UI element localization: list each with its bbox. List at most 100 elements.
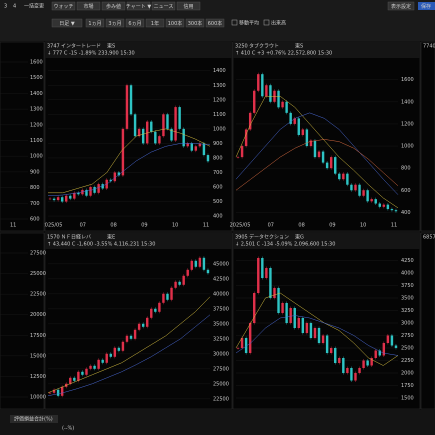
y-tick-label: 2500 [401, 346, 414, 352]
tool-button[interactable] [151, 1, 176, 11]
candle [146, 121, 149, 144]
stock-code: 3905 [235, 235, 248, 241]
candle [309, 323, 313, 338]
y-tick-label: 1000 [30, 154, 43, 160]
candle [374, 199, 377, 204]
x-tick-label: 08 [298, 223, 304, 229]
candle [297, 318, 300, 328]
candle [285, 303, 288, 323]
candle [289, 112, 292, 124]
range-button[interactable] [185, 18, 205, 28]
candle [342, 173, 345, 180]
y-tick-label: 17500 [30, 333, 46, 339]
range-button[interactable] [105, 18, 125, 28]
candle [358, 368, 361, 373]
candle [350, 368, 353, 381]
save-button[interactable] [418, 2, 435, 10]
range-button-label: 100本 [168, 20, 183, 27]
market: 東E [107, 234, 115, 241]
candle [317, 328, 321, 343]
tab[interactable]: 3 [4, 4, 7, 10]
y-tick-label: 3250 [401, 308, 414, 314]
candle [137, 128, 141, 137]
y-tick-label: 27500 [213, 366, 229, 372]
candle [202, 257, 206, 270]
candle [240, 146, 244, 158]
x-tick-label: 2025/05 [230, 223, 251, 229]
candle [121, 128, 125, 176]
candle [93, 187, 96, 193]
candle [317, 151, 321, 158]
range-button[interactable] [145, 18, 165, 28]
y-tick-label: 500 [213, 199, 223, 205]
check-label: 移動平均 [239, 20, 259, 27]
y-tick-label: 42500 [213, 276, 229, 282]
candle [394, 210, 398, 212]
tool-button[interactable] [126, 1, 151, 11]
candle [125, 335, 129, 342]
y-tick-label: 900 [30, 169, 40, 175]
y-tick-label: 1600 [30, 60, 43, 66]
candle [362, 190, 365, 196]
checkbox[interactable] [231, 19, 238, 26]
footer-tab[interactable] [10, 415, 58, 423]
candle [56, 197, 60, 201]
candle [137, 323, 141, 330]
y-tick-label: 2750 [401, 333, 414, 339]
range-button[interactable] [85, 18, 105, 28]
checkbox[interactable] [263, 19, 270, 26]
candle [265, 85, 268, 97]
y-tick-label: 600 [401, 188, 411, 194]
candle [378, 203, 381, 207]
candle [281, 303, 284, 313]
candle [390, 335, 394, 346]
chart-panel [232, 41, 421, 232]
y-tick-label: 1750 [401, 383, 414, 389]
range-button[interactable] [125, 18, 145, 28]
tab[interactable]: 4 [13, 4, 16, 10]
tool-button[interactable] [76, 1, 101, 11]
y-tick-label: 12500 [30, 374, 46, 380]
period-select[interactable] [51, 18, 83, 28]
y-tick-label: 1300 [213, 83, 226, 89]
panel-header [233, 233, 420, 249]
candle [285, 101, 288, 113]
tool-button-label: 歩み値 [106, 3, 121, 10]
y-tick-label: 27500 [30, 251, 46, 257]
y-tick-label: 15000 [30, 353, 46, 359]
tool-button-label: ニュース [154, 4, 174, 10]
x-tick-label: 2025/05 [42, 223, 63, 229]
footer [0, 410, 435, 435]
y-tick-label: 25000 [30, 271, 46, 277]
candle [133, 329, 137, 339]
settings-button[interactable] [387, 1, 415, 11]
stock-code: 3250 [235, 44, 248, 50]
tool-button[interactable] [101, 1, 126, 11]
candle [117, 172, 121, 176]
candle [370, 199, 373, 202]
candle [89, 187, 92, 196]
candle [174, 281, 177, 288]
range-button[interactable] [205, 18, 225, 28]
y-tick-label: 45000 [213, 261, 229, 267]
candle [305, 323, 309, 333]
candle [382, 204, 386, 207]
bulk-change[interactable]: 一括変更 [24, 3, 44, 10]
candle [338, 173, 341, 180]
range-button[interactable] [165, 18, 185, 28]
y-tick-label: 800 [213, 155, 223, 161]
x-tick-label: 08 [110, 223, 116, 229]
tool-button[interactable] [51, 1, 76, 11]
panel-header [233, 42, 420, 58]
range-button-label: 600本 [208, 20, 223, 27]
y-tick-label: 1200 [401, 121, 414, 127]
candle [350, 184, 353, 191]
candle [121, 341, 125, 351]
tool-button[interactable] [176, 1, 201, 11]
y-tick-label: 22500 [30, 292, 46, 298]
candle [265, 268, 268, 278]
stock-code: 3747 [47, 44, 60, 50]
y-tick-label: 700 [213, 170, 223, 176]
candle [253, 90, 256, 113]
y-tick-label: 800 [30, 185, 40, 191]
